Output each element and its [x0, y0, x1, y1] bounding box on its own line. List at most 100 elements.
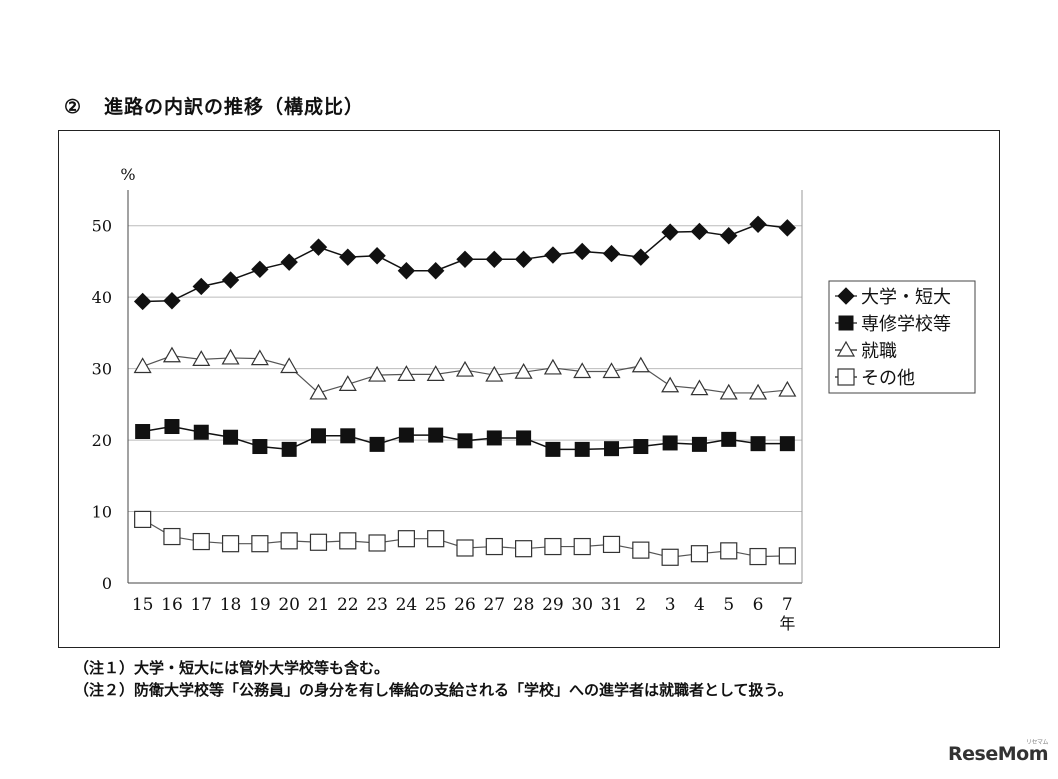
data-point	[514, 250, 533, 269]
data-point	[163, 292, 181, 310]
data-point	[604, 441, 620, 457]
legend-label: その他	[861, 368, 915, 389]
note-1: （注１）大学・短大には管外大学校等も含む。	[74, 659, 390, 677]
data-point	[661, 548, 679, 566]
data-point	[221, 271, 240, 289]
x-tick-label: 18	[220, 595, 242, 615]
data-point	[338, 375, 357, 391]
data-point	[573, 537, 591, 556]
data-point	[662, 435, 678, 451]
data-point	[690, 379, 709, 396]
data-point	[602, 362, 621, 379]
x-tick-label: 4	[694, 595, 705, 615]
data-point	[339, 532, 357, 550]
y-tick-label: 20	[92, 431, 112, 450]
note-2: （注２）防衛大学校等「公務員」の身分を有し俸給の支給される「学校」への進学者は就…	[74, 681, 793, 699]
data-point	[721, 431, 737, 447]
x-unit-label: 年	[779, 614, 795, 633]
data-point	[720, 227, 738, 245]
x-tick-label: 30	[571, 595, 593, 615]
data-point	[486, 430, 502, 446]
data-point	[251, 260, 269, 279]
x-tick-label: 20	[278, 595, 300, 615]
data-point	[397, 262, 416, 280]
data-point	[719, 383, 738, 400]
y-tick-label: 40	[92, 288, 112, 307]
section-number: ②	[64, 96, 83, 118]
data-point	[426, 365, 445, 381]
data-point	[397, 365, 416, 381]
legend-label: 大学・短大	[861, 287, 951, 308]
data-point	[368, 247, 386, 265]
data-point	[543, 358, 562, 375]
data-point	[690, 545, 709, 563]
x-tick-label: 21	[308, 595, 330, 615]
section-heading: 進路の内訳の推移（構成比）	[104, 96, 365, 118]
x-tick-label: 22	[337, 595, 359, 615]
data-point	[281, 441, 297, 457]
legend-label: 就職	[861, 341, 897, 362]
data-point	[340, 428, 356, 444]
data-point	[515, 540, 533, 558]
data-point	[398, 427, 414, 443]
data-point	[457, 433, 473, 449]
data-point	[516, 430, 532, 446]
data-point	[134, 510, 152, 529]
data-point	[750, 436, 766, 452]
x-tick-label: 2	[635, 595, 646, 615]
legend-marker	[836, 340, 856, 357]
x-tick-label: 28	[513, 595, 535, 615]
data-point	[545, 441, 561, 457]
data-point	[574, 441, 590, 457]
data-point	[485, 537, 503, 556]
data-point	[250, 349, 269, 366]
data-point	[544, 537, 562, 556]
x-tick-label: 6	[753, 595, 764, 615]
data-point	[192, 277, 210, 296]
data-point	[602, 244, 621, 263]
data-point	[749, 215, 767, 234]
data-point	[223, 429, 239, 445]
x-tick-label: 5	[723, 595, 734, 615]
data-point	[251, 535, 269, 553]
data-point	[455, 360, 475, 377]
logo-text: ReseMom	[948, 743, 1048, 765]
data-point	[164, 419, 180, 435]
x-tick-label: 29	[542, 595, 564, 615]
data-point	[339, 248, 357, 266]
data-point	[778, 219, 797, 237]
x-tick-label: 7	[782, 595, 793, 615]
data-point	[133, 357, 152, 374]
data-point	[632, 541, 650, 559]
data-point	[485, 250, 504, 269]
y-tick-label: 0	[102, 574, 112, 593]
data-point	[428, 427, 444, 443]
data-point	[163, 527, 181, 546]
x-tick-label: 23	[366, 595, 388, 615]
resemom-logo: ReseMom リセマム	[948, 739, 1048, 765]
x-tick-label: 31	[601, 595, 623, 615]
data-point	[309, 533, 328, 551]
data-point	[544, 246, 562, 264]
data-point	[485, 365, 504, 382]
y-unit-label: %	[120, 165, 135, 184]
data-point	[252, 439, 268, 455]
data-point	[221, 348, 240, 365]
data-point	[310, 428, 326, 444]
data-point	[690, 222, 709, 241]
data-point	[427, 530, 445, 548]
data-point	[602, 535, 621, 554]
y-tick-label: 10	[92, 503, 112, 522]
legend-label: 専修学校等	[861, 314, 951, 335]
data-point	[135, 424, 151, 440]
data-point	[749, 547, 767, 566]
x-tick-label: 17	[190, 595, 212, 615]
data-point	[456, 539, 474, 557]
x-tick-label: 3	[665, 595, 676, 615]
data-point	[309, 238, 328, 256]
y-tick-label: 30	[92, 360, 112, 379]
x-tick-label: 15	[132, 595, 154, 615]
data-point	[514, 362, 533, 379]
x-tick-label: 27	[483, 595, 505, 615]
data-point	[162, 346, 181, 363]
